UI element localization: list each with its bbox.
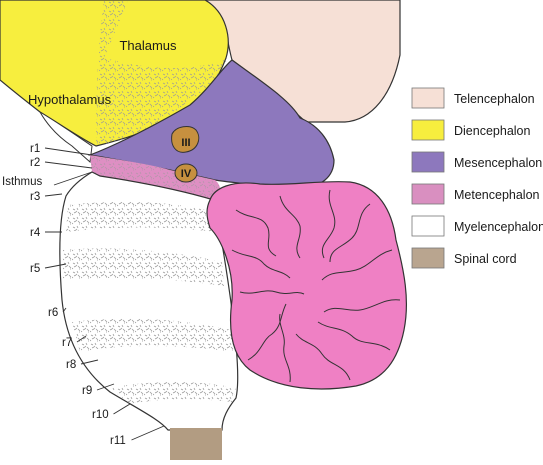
legend-label-3: Mesencephalon [454,156,542,170]
rhombomere-leader-9 [96,383,115,391]
cerebellum-region [206,181,408,390]
rhombomere-label-10: r10 [92,409,109,421]
rhombomere-label-1: r1 [30,143,40,155]
rhombomere-label-2: r2 [30,157,40,169]
legend: Telencephalon Diencephalon Mesencephalon Me… [411,87,543,269]
legend-swatch-4 [411,183,445,205]
hypothalamus-tip [38,110,93,164]
nucleus-iv: IV [174,163,198,183]
leader-lines [53,171,93,186]
nucleus-iv-label: IV [181,168,192,180]
rhombomere-label-11: r11 [110,435,126,447]
rhombomere-leader-8 [80,359,99,365]
rhombomere-leader-11 [131,425,165,441]
thalamus-label: Thalamus [119,38,177,53]
legend-swatch-3 [411,151,445,173]
legend-label-5: Myelencephalon [454,220,543,234]
legend-swatch-1 [411,87,445,109]
legend-label-2: Diencephalon [454,124,530,138]
rhombomere-leader-7 [76,335,87,343]
nucleus-iii-label: III [181,137,190,149]
rhombomere-leader-3 [44,193,63,197]
hindbrain-band-1 [66,201,216,232]
hypothalamus-label: Hypothalamus [28,92,112,107]
nucleus-iii: III [171,126,200,153]
rhombomere-label-6: r6 [48,307,58,319]
hindbrain-band-3 [72,318,234,352]
rhombomere-label-9: r9 [82,385,92,397]
rhombomere-leader-2 [44,161,93,169]
legend-label-4: Metencephalon [454,188,540,202]
rhombomere-leader-5 [44,263,67,269]
rhombomere-label-5: r5 [30,263,40,275]
rhombomere-label-3: r3 [30,191,40,203]
cerebellar-folia [231,189,401,383]
rhombomere-label-4: r4 [30,227,41,239]
legend-label-1: Telencephalon [454,92,535,106]
rhombomere-leader-10 [113,403,131,415]
spinal-cord-region [170,428,222,460]
rhombomere-leader-1 [44,147,93,156]
legend-label-6: Spinal cord [454,252,517,266]
diencephalon-stipple [96,0,228,146]
hindbrain-band-2 [62,248,224,286]
isthmus-label: Isthmus [2,176,43,188]
hindbrain-band-4 [110,382,236,404]
legend-swatch-2 [411,119,445,141]
rhombomere-label-8: r8 [66,359,76,371]
rhombomere-leader-6 [62,307,67,313]
rhombomere-label-7: r7 [62,337,72,349]
legend-swatch-6 [411,247,445,269]
legend-swatch-5 [411,215,445,237]
